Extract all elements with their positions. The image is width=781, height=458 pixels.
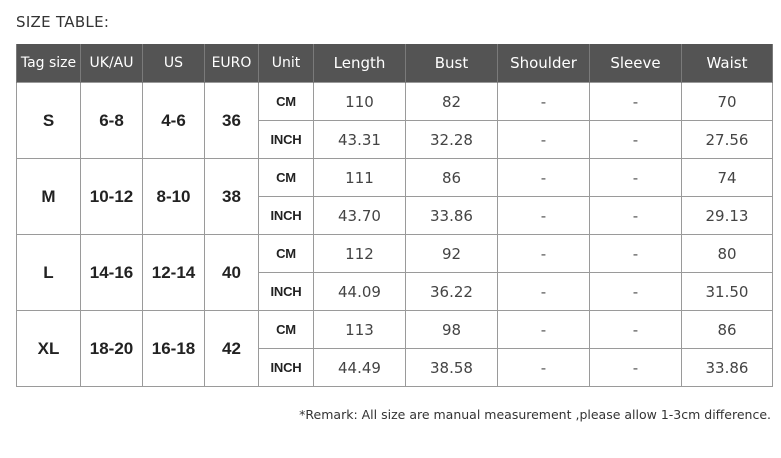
euro-cell: 36: [204, 82, 259, 159]
length-cell: 110: [313, 82, 406, 121]
unit-cell: INCH: [258, 272, 314, 311]
unit-cell: INCH: [258, 120, 314, 159]
table-row: L 14-16 12-14 40 CM 112 92 - - 80: [16, 234, 773, 311]
sleeve-cell: -: [589, 82, 682, 121]
waist-cell: 86: [681, 310, 773, 349]
euro-cell: 40: [204, 234, 259, 311]
header-waist: Waist: [681, 44, 773, 83]
shoulder-cell: -: [497, 234, 590, 273]
bust-cell: 86: [405, 158, 498, 197]
length-cell: 44.09: [313, 272, 406, 311]
table-row: INCH 43.31 32.28 - - 27.56: [17, 120, 773, 159]
waist-cell: 70: [681, 82, 773, 121]
unit-cell: CM: [258, 234, 314, 273]
header-unit: Unit: [258, 44, 314, 83]
waist-cell: 27.56: [681, 120, 773, 159]
tag-size-cell: S: [16, 82, 81, 159]
unit-cell: CM: [258, 82, 314, 121]
unit-cell: INCH: [258, 196, 314, 235]
waist-cell: 31.50: [681, 272, 773, 311]
us-cell: 8-10: [142, 158, 205, 235]
header-euro: EURO: [204, 44, 259, 83]
uk-au-cell: 14-16: [80, 234, 143, 311]
bust-cell: 36.22: [405, 272, 498, 311]
table-row: INCH 44.49 38.58 - - 33.86: [17, 348, 773, 387]
bust-cell: 98: [405, 310, 498, 349]
euro-cell: 38: [204, 158, 259, 235]
table-row: M 10-12 8-10 38 CM 111 86 - - 74: [16, 158, 773, 235]
unit-cell: CM: [258, 310, 314, 349]
bust-cell: 92: [405, 234, 498, 273]
remark-note: *Remark: All size are manual measurement…: [299, 407, 771, 422]
header-bust: Bust: [405, 44, 498, 83]
header-shoulder: Shoulder: [497, 44, 590, 83]
header-uk-au: UK/AU: [80, 44, 143, 83]
tag-size-cell: L: [16, 234, 81, 311]
sleeve-cell: -: [589, 196, 682, 235]
unit-cell: CM: [258, 158, 314, 197]
table-row: XL 18-20 16-18 42 CM 113 98 - - 86: [16, 310, 773, 387]
us-cell: 12-14: [142, 234, 205, 311]
shoulder-cell: -: [497, 120, 590, 159]
tag-size-cell: XL: [16, 310, 81, 387]
table-row: INCH 43.70 33.86 - - 29.13: [17, 196, 773, 235]
header-sleeve: Sleeve: [589, 44, 682, 83]
euro-cell: 42: [204, 310, 259, 387]
unit-cell: INCH: [258, 348, 314, 387]
bust-cell: 33.86: [405, 196, 498, 235]
length-cell: 113: [313, 310, 406, 349]
sleeve-cell: -: [589, 272, 682, 311]
length-cell: 43.31: [313, 120, 406, 159]
length-cell: 43.70: [313, 196, 406, 235]
page-title: SIZE TABLE:: [16, 13, 110, 31]
length-cell: 112: [313, 234, 406, 273]
shoulder-cell: -: [497, 82, 590, 121]
waist-cell: 80: [681, 234, 773, 273]
header-tag-size: Tag size: [16, 44, 81, 83]
bust-cell: 82: [405, 82, 498, 121]
waist-cell: 33.86: [681, 348, 773, 387]
size-table: Tag size UK/AU US EURO Unit Length Bust …: [16, 44, 773, 387]
waist-cell: 29.13: [681, 196, 773, 235]
length-cell: 111: [313, 158, 406, 197]
shoulder-cell: -: [497, 348, 590, 387]
uk-au-cell: 18-20: [80, 310, 143, 387]
us-cell: 16-18: [142, 310, 205, 387]
sleeve-cell: -: [589, 158, 682, 197]
uk-au-cell: 10-12: [80, 158, 143, 235]
sleeve-cell: -: [589, 234, 682, 273]
shoulder-cell: -: [497, 272, 590, 311]
sleeve-cell: -: [589, 348, 682, 387]
sleeve-cell: -: [589, 310, 682, 349]
sleeve-cell: -: [589, 120, 682, 159]
header-length: Length: [313, 44, 406, 83]
uk-au-cell: 6-8: [80, 82, 143, 159]
length-cell: 44.49: [313, 348, 406, 387]
table-row: S 6-8 4-6 36 CM 110 82 - - 70: [16, 82, 773, 159]
bust-cell: 38.58: [405, 348, 498, 387]
shoulder-cell: -: [497, 196, 590, 235]
bust-cell: 32.28: [405, 120, 498, 159]
shoulder-cell: -: [497, 310, 590, 349]
tag-size-cell: M: [16, 158, 81, 235]
us-cell: 4-6: [142, 82, 205, 159]
waist-cell: 74: [681, 158, 773, 197]
header-us: US: [142, 44, 205, 83]
shoulder-cell: -: [497, 158, 590, 197]
table-header-row: Tag size UK/AU US EURO Unit Length Bust …: [16, 44, 773, 83]
